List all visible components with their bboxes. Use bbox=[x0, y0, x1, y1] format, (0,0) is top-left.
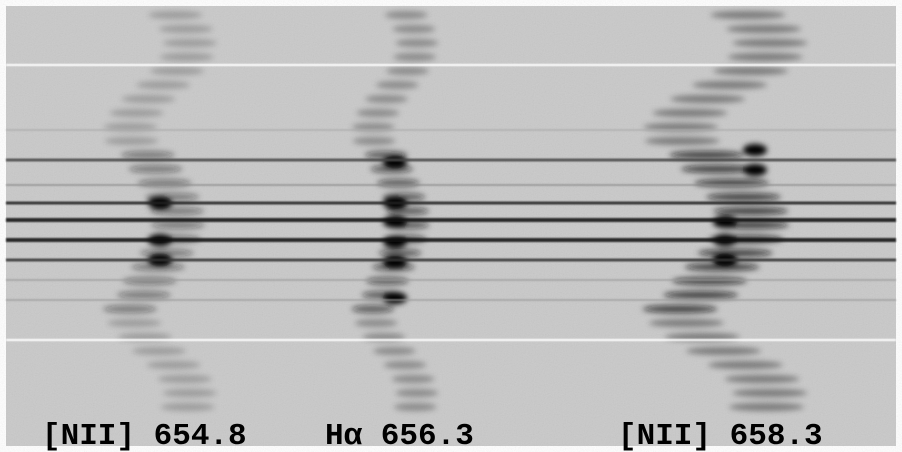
blob bbox=[376, 179, 420, 187]
label: Hα 656.3 bbox=[325, 419, 474, 452]
blob bbox=[680, 165, 756, 173]
blob bbox=[383, 361, 427, 369]
blob bbox=[391, 375, 435, 383]
blob bbox=[103, 123, 158, 131]
blob bbox=[366, 277, 409, 285]
blob bbox=[395, 39, 439, 47]
blob bbox=[158, 25, 213, 33]
blob bbox=[150, 67, 205, 75]
label: [NII] 658.3 bbox=[618, 419, 823, 452]
knot bbox=[743, 164, 767, 176]
dark-line bbox=[6, 184, 896, 186]
blob bbox=[713, 207, 789, 215]
blob bbox=[139, 249, 194, 257]
blob bbox=[107, 319, 162, 327]
label: [NII] 654.8 bbox=[42, 419, 247, 452]
blob bbox=[160, 403, 215, 411]
blob bbox=[370, 165, 414, 173]
blob bbox=[652, 109, 728, 117]
dark-line bbox=[6, 238, 896, 242]
blob bbox=[670, 95, 746, 103]
blob bbox=[392, 25, 436, 33]
blob bbox=[384, 11, 428, 19]
knot bbox=[383, 292, 407, 304]
blob bbox=[732, 39, 808, 47]
dark-line bbox=[6, 299, 896, 301]
blob bbox=[128, 165, 183, 173]
blob bbox=[103, 305, 158, 313]
blob bbox=[351, 123, 395, 131]
knot bbox=[383, 256, 407, 268]
blob bbox=[136, 81, 191, 89]
blob bbox=[116, 291, 171, 299]
blob bbox=[162, 39, 217, 47]
dark-line bbox=[6, 279, 896, 281]
blob bbox=[150, 221, 205, 229]
blob bbox=[131, 263, 186, 271]
blob bbox=[137, 179, 192, 187]
blob bbox=[707, 361, 783, 369]
blob bbox=[724, 375, 800, 383]
bright-line bbox=[6, 64, 896, 66]
blob bbox=[157, 375, 212, 383]
blob bbox=[386, 207, 429, 215]
continuum-lines bbox=[6, 64, 896, 341]
blob bbox=[697, 249, 773, 257]
blob bbox=[644, 137, 720, 145]
blob bbox=[710, 11, 786, 19]
blob bbox=[365, 95, 408, 103]
blob bbox=[684, 263, 760, 271]
blob bbox=[643, 123, 719, 131]
emission-features bbox=[103, 11, 808, 411]
blob bbox=[686, 347, 762, 355]
blob bbox=[726, 25, 802, 33]
blob bbox=[132, 347, 187, 355]
blob bbox=[352, 137, 396, 145]
blob bbox=[728, 403, 804, 411]
blob bbox=[354, 319, 398, 327]
dark-line bbox=[6, 158, 896, 162]
blob bbox=[713, 67, 789, 75]
blob bbox=[121, 95, 176, 103]
blob bbox=[109, 109, 164, 117]
bright-line bbox=[6, 339, 896, 341]
blob bbox=[732, 389, 808, 397]
dark-line bbox=[6, 258, 896, 262]
blob bbox=[150, 207, 205, 215]
blob bbox=[375, 81, 419, 89]
blob bbox=[393, 403, 437, 411]
blob bbox=[672, 277, 748, 285]
blob bbox=[120, 151, 175, 159]
dark-line bbox=[6, 218, 896, 222]
knot bbox=[743, 144, 767, 156]
blob bbox=[395, 389, 439, 397]
dark-line bbox=[6, 201, 896, 205]
blob bbox=[663, 291, 739, 299]
blob bbox=[642, 305, 718, 313]
knot bbox=[383, 156, 407, 168]
blob bbox=[159, 53, 214, 61]
blob bbox=[692, 81, 768, 89]
blob bbox=[694, 179, 770, 187]
blob bbox=[356, 109, 400, 117]
dark-line bbox=[6, 129, 896, 131]
blob bbox=[122, 277, 177, 285]
blob bbox=[148, 11, 203, 19]
blob bbox=[386, 67, 429, 75]
blob bbox=[146, 361, 201, 369]
blob bbox=[393, 53, 437, 61]
blob bbox=[372, 347, 416, 355]
blob bbox=[648, 319, 724, 327]
blob bbox=[104, 137, 159, 145]
blob bbox=[669, 151, 745, 159]
blob bbox=[705, 193, 781, 201]
blob bbox=[162, 389, 217, 397]
blob bbox=[727, 53, 803, 61]
blob bbox=[351, 305, 395, 313]
blob bbox=[378, 249, 422, 257]
